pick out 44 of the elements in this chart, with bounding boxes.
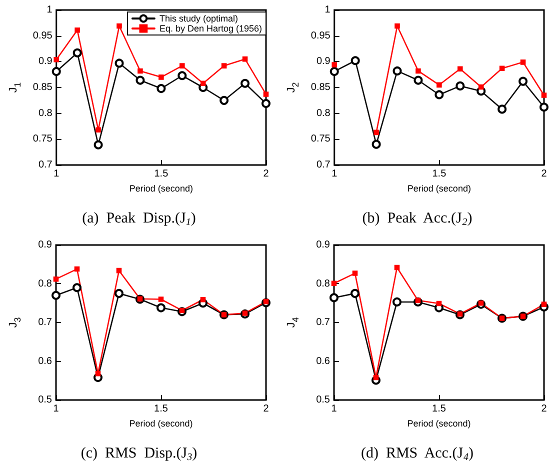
legend-label: This study (optimal) xyxy=(159,14,238,24)
x-tick-label: 1 xyxy=(332,168,338,180)
y-tick-label: 0.9 xyxy=(38,240,52,250)
y-tick-label: 0.7 xyxy=(316,317,330,328)
y-axis-title: J2 xyxy=(286,82,300,93)
y-tick-label: 0.75 xyxy=(32,134,53,145)
y-tick-label: 0.75 xyxy=(310,134,331,145)
x-tick-label: 2 xyxy=(541,168,548,180)
x-axis-title: Period (second) xyxy=(129,418,193,428)
y-tick-label: 0.7 xyxy=(38,317,52,328)
y-tick-label: 0.9 xyxy=(316,56,331,68)
x-axis-title: Period (second) xyxy=(407,418,471,428)
y-tick-label: 0.9 xyxy=(38,56,53,68)
y-axis-title: J1 xyxy=(8,82,22,93)
y-tick-label: 0.8 xyxy=(38,108,53,119)
y-tick-label: 0.85 xyxy=(32,82,53,93)
y-tick-label: 1 xyxy=(46,4,53,16)
x-tick-label: 1 xyxy=(54,168,60,180)
y-tick-label: 0.7 xyxy=(316,160,331,170)
y-tick-label: 0.5 xyxy=(38,394,52,406)
x-tick-label: 1.5 xyxy=(432,168,447,180)
y-tick-label: 0.9 xyxy=(316,240,330,250)
y-tick-label: 0.8 xyxy=(316,108,331,119)
x-tick-label: 1.5 xyxy=(432,404,446,414)
y-axis-title: J4 xyxy=(286,317,300,328)
y-tick-label: 0.95 xyxy=(310,30,331,42)
y-tick-label: 0.6 xyxy=(38,356,52,367)
x-tick-label: 2 xyxy=(541,404,548,414)
y-tick-label: 0.95 xyxy=(32,30,53,42)
y-tick-label: 0.6 xyxy=(316,356,330,367)
x-tick-label: 2 xyxy=(263,404,270,414)
x-tick-label: 1.5 xyxy=(154,404,168,414)
y-axis-title: J3 xyxy=(8,317,22,328)
y-tick-label: 0.8 xyxy=(316,278,330,290)
y-tick-label: 0.7 xyxy=(38,160,53,170)
legend-label: Eq. by Den Hartog (1956) xyxy=(159,24,262,34)
x-axis-title: Period (second) xyxy=(129,183,193,194)
y-tick-label: 0.8 xyxy=(38,278,52,290)
y-tick-label: 0.5 xyxy=(316,394,330,406)
x-tick-label: 1.5 xyxy=(154,168,169,180)
y-tick-label: 1 xyxy=(324,4,331,16)
x-tick-label: 2 xyxy=(263,168,270,180)
y-tick-label: 0.85 xyxy=(310,82,331,93)
x-axis-title: Period (second) xyxy=(407,183,471,194)
